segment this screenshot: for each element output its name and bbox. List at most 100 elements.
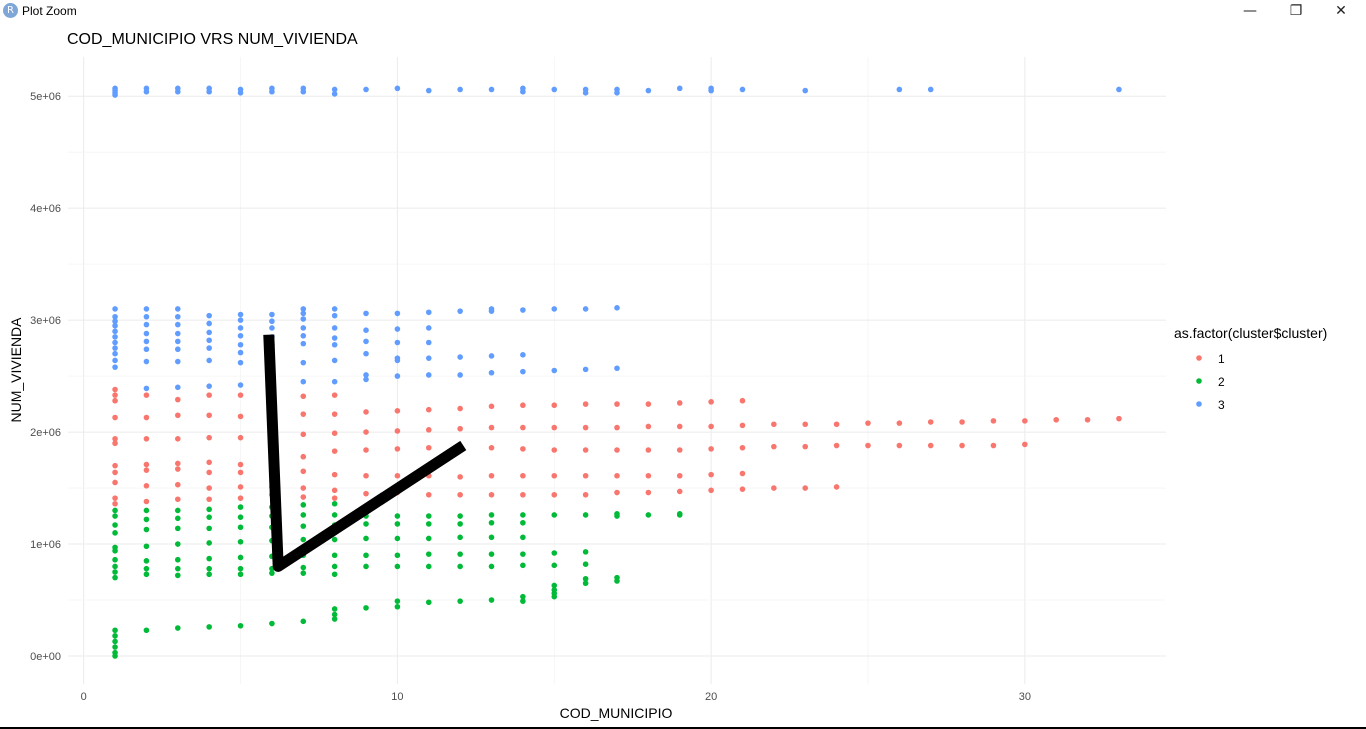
- data-point-cluster-1: [175, 496, 181, 503]
- data-point-cluster-1: [457, 474, 463, 480]
- data-point-cluster-3: [331, 312, 338, 319]
- data-point-cluster-1: [206, 392, 212, 398]
- data-point-cluster-1: [927, 442, 934, 449]
- data-point-cluster-3: [331, 91, 338, 97]
- data-point-cluster-1: [1084, 416, 1091, 423]
- data-point-cluster-1: [175, 481, 181, 488]
- data-point-cluster-2: [331, 606, 338, 612]
- data-point-cluster-3: [112, 334, 118, 340]
- data-point-cluster-2: [488, 512, 495, 518]
- data-point-cluster-3: [457, 372, 463, 378]
- data-point-cluster-2: [206, 540, 212, 546]
- data-point-cluster-3: [143, 313, 150, 320]
- data-point-cluster-1: [896, 420, 903, 426]
- data-point-cluster-1: [833, 442, 840, 449]
- data-point-cluster-3: [237, 332, 244, 339]
- data-point-cluster-1: [363, 472, 369, 479]
- data-point-cluster-1: [582, 447, 589, 453]
- data-point-cluster-1: [331, 471, 338, 478]
- data-point-cluster-2: [237, 554, 244, 561]
- data-point-cluster-3: [331, 86, 338, 93]
- data-point-cluster-2: [143, 565, 150, 572]
- data-point-cluster-1: [425, 444, 432, 451]
- data-point-cluster-1: [802, 485, 809, 491]
- data-point-cluster-2: [394, 603, 401, 610]
- data-point-cluster-1: [175, 435, 181, 442]
- data-point-cluster-1: [206, 496, 212, 503]
- data-point-cluster-1: [520, 472, 526, 479]
- data-point-cluster-3: [363, 338, 369, 345]
- data-point-cluster-2: [112, 574, 118, 581]
- data-point-cluster-3: [143, 330, 150, 337]
- data-point-cluster-2: [112, 522, 118, 528]
- data-point-cluster-2: [551, 512, 558, 518]
- data-point-cluster-1: [143, 461, 150, 468]
- legend: as.factor(cluster$cluster) 1 2 3: [1174, 325, 1327, 412]
- maximize-button[interactable]: ❐: [1289, 3, 1303, 19]
- legend-key-2: [1196, 378, 1202, 384]
- y-tick-label: 0e+00: [30, 651, 61, 663]
- data-point-cluster-2: [457, 534, 463, 541]
- data-point-cluster-2: [520, 551, 526, 557]
- data-point-cluster-1: [551, 424, 558, 431]
- data-point-cluster-1: [614, 489, 620, 496]
- data-point-cluster-3: [425, 87, 432, 94]
- data-point-cluster-2: [112, 556, 118, 563]
- data-point-cluster-2: [112, 507, 118, 514]
- data-point-cluster-1: [394, 472, 401, 479]
- data-point-cluster-1: [708, 446, 714, 452]
- data-point-cluster-2: [175, 556, 181, 563]
- data-point-cluster-3: [237, 349, 244, 356]
- data-point-cluster-1: [582, 472, 589, 479]
- minimize-button[interactable]: —: [1243, 3, 1257, 19]
- data-point-cluster-1: [582, 401, 589, 407]
- data-point-cluster-1: [645, 472, 652, 479]
- data-point-cluster-2: [206, 514, 212, 520]
- data-point-cluster-3: [112, 350, 118, 357]
- data-point-cluster-2: [394, 513, 401, 519]
- data-point-cluster-1: [300, 494, 307, 500]
- data-point-cluster-2: [488, 551, 495, 557]
- data-point-cluster-3: [206, 312, 212, 319]
- r-app-icon: R: [3, 3, 18, 18]
- data-point-cluster-1: [488, 444, 495, 451]
- data-point-cluster-3: [175, 306, 181, 312]
- data-point-cluster-3: [112, 306, 118, 312]
- data-point-cluster-3: [520, 352, 526, 358]
- data-point-cluster-2: [331, 512, 338, 518]
- data-point-cluster-3: [394, 373, 401, 379]
- data-point-cluster-2: [206, 571, 212, 578]
- data-point-cluster-2: [143, 543, 150, 550]
- data-point-cluster-1: [175, 466, 181, 472]
- data-point-cluster-3: [331, 306, 338, 312]
- data-point-cluster-1: [237, 461, 244, 468]
- data-point-cluster-1: [739, 397, 746, 404]
- data-point-cluster-1: [614, 447, 620, 453]
- data-point-cluster-1: [833, 421, 840, 428]
- annotation-stroke: [263, 334, 467, 572]
- data-point-cluster-1: [457, 405, 463, 412]
- data-point-cluster-1: [488, 403, 495, 410]
- data-point-cluster-3: [237, 311, 244, 318]
- data-point-cluster-1: [112, 386, 118, 393]
- data-point-cluster-1: [708, 423, 714, 430]
- data-point-cluster-3: [488, 369, 495, 376]
- data-point-cluster-1: [990, 442, 997, 449]
- data-point-cluster-3: [237, 341, 244, 348]
- data-point-cluster-2: [237, 514, 244, 520]
- data-point-cluster-3: [175, 313, 181, 320]
- y-tick-labels: 0e+00 1e+06 2e+06 3e+06 4e+06 5e+06: [30, 91, 61, 663]
- data-point-cluster-1: [237, 434, 244, 441]
- data-point-cluster-1: [143, 483, 150, 489]
- data-point-cluster-3: [488, 308, 495, 314]
- data-point-cluster-3: [363, 310, 369, 317]
- data-point-cluster-3: [394, 357, 401, 364]
- data-point-cluster-1: [802, 421, 809, 428]
- close-button[interactable]: ✕: [1335, 3, 1347, 19]
- data-point-cluster-3: [614, 305, 620, 311]
- data-point-cluster-1: [708, 487, 714, 494]
- data-point-cluster-2: [457, 513, 463, 519]
- data-point-cluster-3: [300, 340, 307, 347]
- data-point-cluster-3: [269, 88, 275, 95]
